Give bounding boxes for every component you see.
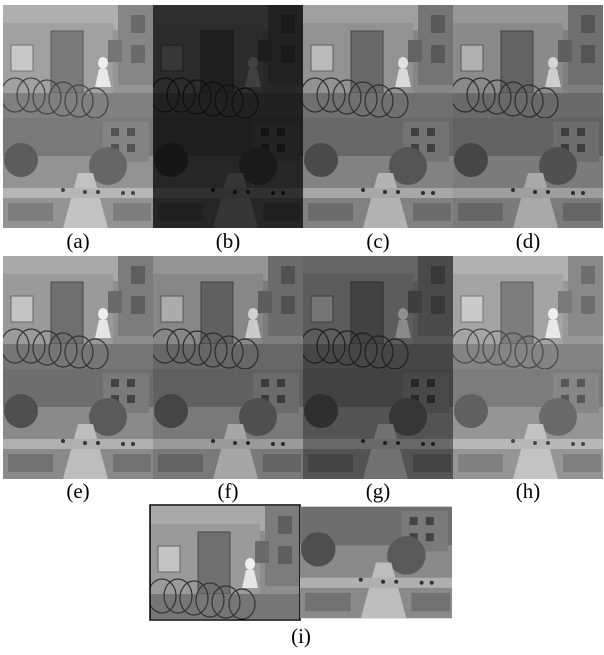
tone-overlay [153, 256, 303, 479]
image-pair [151, 256, 303, 479]
tone-overlay [3, 5, 153, 228]
panel-label: (e) [66, 479, 89, 503]
tone-overlay [453, 5, 603, 228]
image-pair [301, 256, 453, 479]
infrared-image [300, 507, 452, 618]
tone-overlay [303, 256, 453, 479]
tone-overlay [153, 5, 303, 228]
visible-image [148, 506, 300, 619]
panel-label: (i) [291, 624, 311, 648]
image-pair [1, 5, 153, 228]
panel-label: (a) [66, 229, 89, 253]
panel-label: (d) [516, 229, 541, 253]
panel-label: (h) [516, 479, 541, 503]
panel-label: (b) [216, 229, 241, 253]
image-pair [1, 256, 153, 479]
panel-label: (f) [218, 479, 239, 503]
image-pair [451, 5, 603, 228]
tone-overlay [453, 256, 603, 479]
image-panels [1, 5, 603, 620]
tone-overlay [303, 5, 453, 228]
figure: (a) (b) (c) (d) (e) (f) (g) (h) (i) [0, 0, 604, 650]
image-pair [151, 5, 303, 228]
panel-label: (g) [366, 479, 391, 503]
panel-label: (c) [366, 229, 389, 253]
image-pair [301, 5, 453, 228]
image-pair [451, 256, 603, 479]
